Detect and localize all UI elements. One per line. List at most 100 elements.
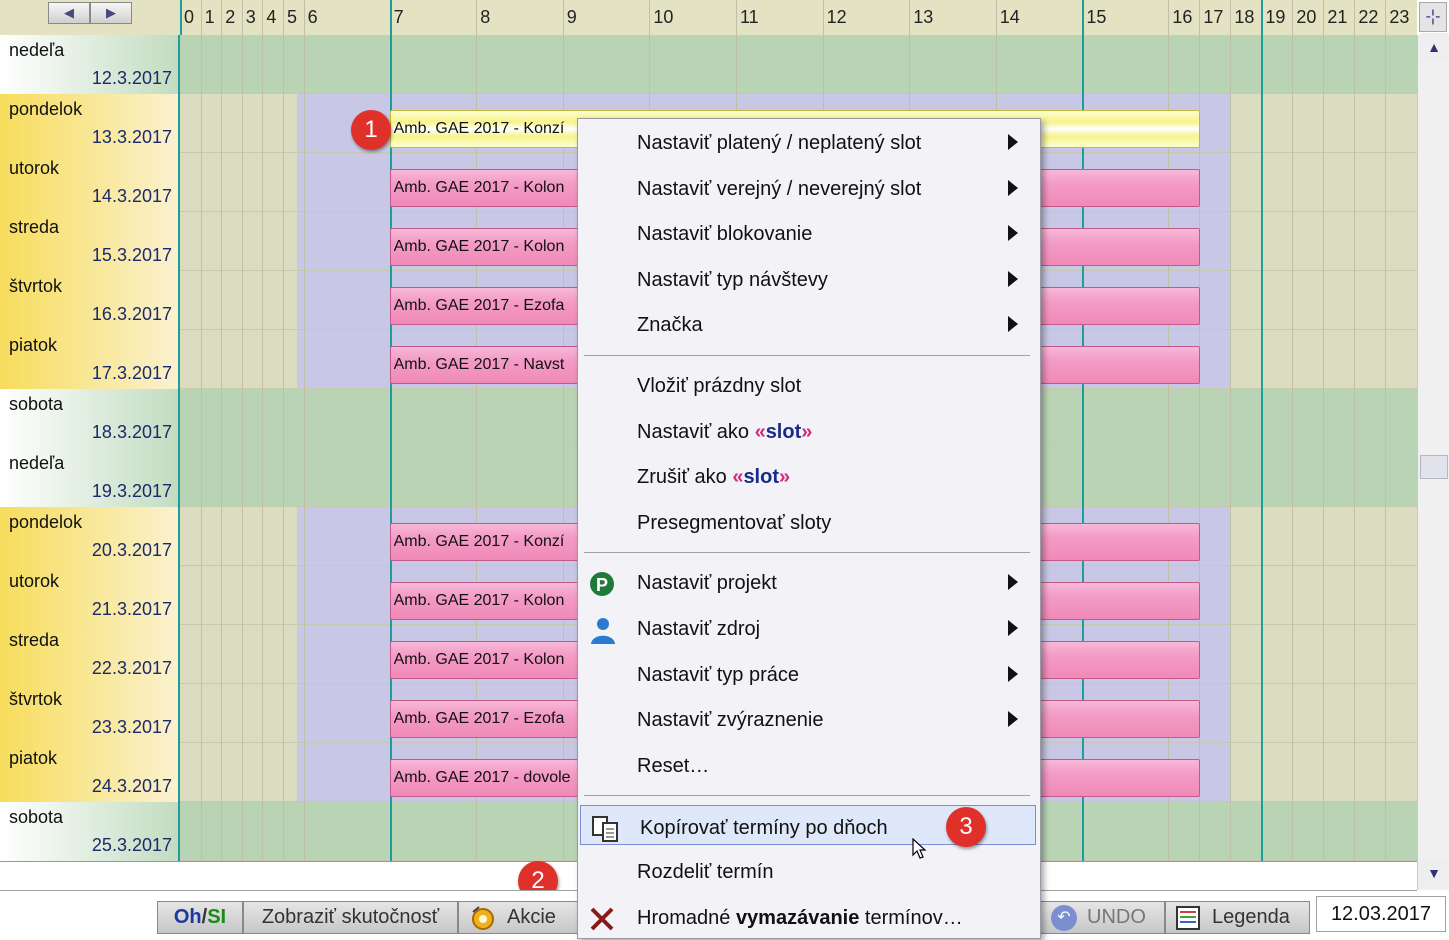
- day-label-cell[interactable]: utorok 14.3.2017: [0, 153, 180, 212]
- day-label-cell[interactable]: streda 15.3.2017: [0, 212, 180, 271]
- zoom-toggle-icon[interactable]: -¦-: [1419, 2, 1447, 32]
- day-label-cell[interactable]: sobota 18.3.2017: [0, 389, 180, 448]
- day-label-cell[interactable]: piatok 24.3.2017: [0, 743, 180, 802]
- submenu-arrow-icon: [1008, 179, 1018, 196]
- hour-gridline: [1354, 212, 1356, 271]
- hour-gridline: [1230, 153, 1232, 212]
- day-date: 13.3.2017: [91, 127, 172, 147]
- hour-label: 18: [1234, 7, 1255, 27]
- hour-gridline: [1385, 684, 1387, 743]
- hour-label: 22: [1358, 7, 1379, 27]
- menu-item[interactable]: Nastaviť zdroj: [578, 607, 1040, 651]
- menu-item[interactable]: Nastaviť blokovanie: [578, 212, 1040, 256]
- hour-label: 14: [999, 7, 1020, 27]
- slot-label: Amb. GAE 2017 - dovole: [393, 769, 571, 786]
- menu-item[interactable]: Reset…: [578, 744, 1040, 788]
- menu-item[interactable]: Značka: [578, 303, 1040, 347]
- day-row[interactable]: nedeľa 12.3.2017: [0, 35, 1417, 94]
- day-date: 24.3.2017: [91, 776, 172, 796]
- day-label-cell[interactable]: štvrtok 16.3.2017: [0, 271, 180, 330]
- submenu-arrow-icon: [1008, 225, 1018, 242]
- hour-gridline: [221, 389, 223, 448]
- legend-button[interactable]: Legenda: [1165, 901, 1310, 934]
- scroll-down-icon[interactable]: ▼: [1420, 859, 1448, 887]
- hour-gridline: [822, 35, 824, 94]
- hour-gridline: [1230, 271, 1232, 330]
- undo-button[interactable]: ↶ UNDO: [1040, 901, 1165, 934]
- day-date: 16.3.2017: [91, 304, 172, 324]
- hour-gridline: [1354, 684, 1356, 743]
- hour-gridline: [1354, 389, 1356, 448]
- hour-gridline: [1168, 35, 1170, 94]
- hour-gridline: [1230, 212, 1232, 271]
- hour-gridline: [1199, 389, 1201, 448]
- hour-gridline: [1261, 35, 1264, 94]
- menu-item[interactable]: Nastaviť typ návštevy: [578, 258, 1040, 302]
- menu-item[interactable]: Presegmentovať sloty: [578, 501, 1040, 545]
- hour-gridline: [303, 448, 305, 507]
- actions-gear-icon: [469, 904, 497, 932]
- menu-item[interactable]: Nastaviť platený / neplatený slot: [578, 121, 1040, 165]
- hour-label: 23: [1389, 7, 1410, 27]
- hour-gridline: [1292, 35, 1294, 94]
- menu-item[interactable]: Hromadné vymazávanie termínov…: [578, 896, 1040, 940]
- hour-label: 15: [1086, 7, 1107, 27]
- day-label-cell[interactable]: nedeľa 12.3.2017: [0, 35, 180, 94]
- hour-gridline: [200, 94, 202, 153]
- hour-gridline: [1230, 802, 1232, 861]
- hour-divider: [262, 0, 264, 35]
- slot-label: Amb. GAE 2017 - Ezofa: [393, 297, 565, 314]
- hour-gridline: [303, 743, 305, 802]
- hour-divider: [180, 0, 182, 35]
- day-label-cell[interactable]: pondelok 13.3.2017: [0, 94, 180, 153]
- prev-arrow-button[interactable]: ◀: [48, 2, 90, 24]
- day-label-cell[interactable]: streda 22.3.2017: [0, 625, 180, 684]
- undo-label: UNDO: [1087, 906, 1146, 928]
- day-date: 14.3.2017: [91, 186, 172, 206]
- hour-divider: [736, 0, 737, 35]
- hour-divider: [1354, 0, 1356, 35]
- day-label-cell[interactable]: štvrtok 23.3.2017: [0, 684, 180, 743]
- menu-item[interactable]: Nastaviť verejný / neverejný slot: [578, 167, 1040, 211]
- hour-gridline: [1385, 94, 1387, 153]
- day-label-cell[interactable]: utorok 21.3.2017: [0, 566, 180, 625]
- day-label-cell[interactable]: pondelok 20.3.2017: [0, 507, 180, 566]
- scroll-thumb[interactable]: [1420, 455, 1448, 479]
- hour-gridline: [1168, 802, 1170, 861]
- hour-gridline: [1199, 35, 1201, 94]
- hour-gridline: [1292, 802, 1294, 861]
- hour-label: 4: [266, 7, 277, 27]
- vertical-scrollbar[interactable]: ▲ ▼: [1417, 33, 1449, 890]
- day-label-cell[interactable]: sobota 25.3.2017: [0, 802, 180, 861]
- hour-gridline: [476, 448, 478, 507]
- menu-item[interactable]: Vložiť prázdny slot: [578, 364, 1040, 408]
- menu-item-label: Nastaviť blokovanie: [637, 223, 813, 246]
- hour-gridline: [200, 743, 202, 802]
- legend-list-icon: [1176, 905, 1200, 930]
- hour-gridline: [1354, 507, 1356, 566]
- show-actual-button[interactable]: Zobraziť skutočnosť: [243, 901, 458, 934]
- slot-label: Amb. GAE 2017 - Kolon: [393, 592, 565, 609]
- menu-item[interactable]: Nastaviť typ práce: [578, 653, 1040, 697]
- menu-item[interactable]: Nastaviť zvýraznenie: [578, 698, 1040, 742]
- scroll-up-icon[interactable]: ▲: [1420, 33, 1448, 61]
- current-date-label: 12.03.2017: [1330, 902, 1432, 925]
- oh-si-toggle-button[interactable]: Oh / SI: [157, 901, 243, 934]
- hour-gridline: [1292, 389, 1294, 448]
- menu-item[interactable]: Rozdeliť termín: [578, 850, 1040, 894]
- menu-item[interactable]: P Nastaviť projekt: [578, 561, 1040, 605]
- day-label-cell[interactable]: nedeľa 19.3.2017: [0, 448, 180, 507]
- day-name: sobota: [9, 394, 64, 414]
- day-name: nedeľa: [9, 40, 65, 60]
- hour-gridline: [1261, 94, 1264, 153]
- menu-item[interactable]: Nastaviť ako «slot»: [578, 410, 1040, 454]
- actions-button[interactable]: Akcie: [458, 901, 578, 934]
- menu-item[interactable]: Zrušiť ako «slot»: [578, 455, 1040, 499]
- hour-gridline: [389, 802, 392, 861]
- next-arrow-button[interactable]: ▶: [90, 2, 132, 24]
- hour-gridline: [283, 507, 284, 566]
- day-label-cell[interactable]: piatok 17.3.2017: [0, 330, 180, 389]
- hour-label: 12: [826, 7, 847, 27]
- day-name: sobota: [9, 807, 64, 827]
- current-date-field[interactable]: 12.03.2017: [1316, 896, 1446, 932]
